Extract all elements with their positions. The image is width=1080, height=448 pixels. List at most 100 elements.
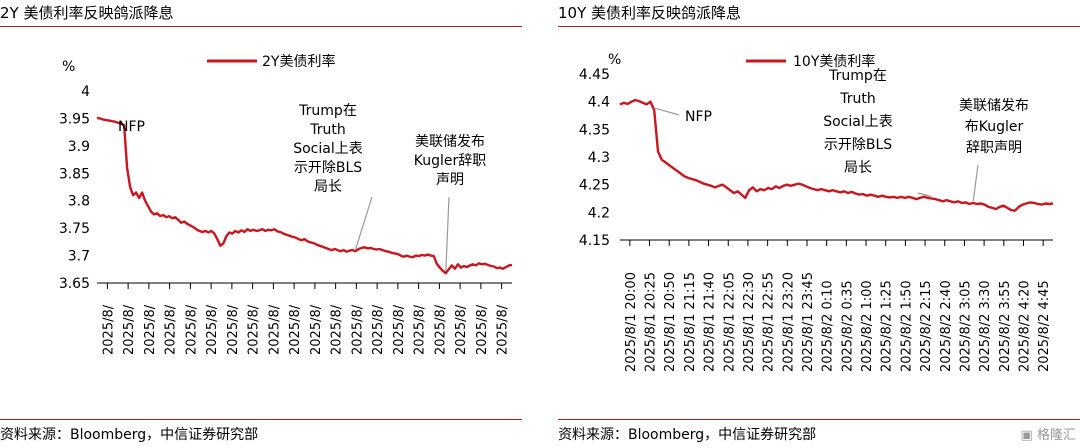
annotation-line: Truth: [309, 122, 346, 138]
annotation: NFP: [118, 119, 145, 135]
annotation-leader: [972, 164, 979, 202]
x-tick-label: 2025/8/2 3:30: [978, 280, 993, 372]
y-tick-label: 3.85: [59, 166, 90, 182]
x-tick-label: 2025/8/: [350, 304, 365, 355]
x-tick-label: 2025/8/1 21:15: [683, 272, 698, 372]
legend-label: 10Y美债利率: [793, 53, 875, 70]
y-tick-label: 3.7: [68, 249, 90, 265]
x-tick-label: 2025/8/2 3:55: [998, 280, 1013, 372]
watermark-text: 格隆汇: [1036, 428, 1076, 443]
x-tick-label: 2025/8/: [496, 304, 511, 355]
x-tick-label: 2025/8/: [247, 304, 262, 355]
chart-title: 10Y 美债利率反映鸽派降息: [558, 4, 742, 22]
x-tick-label: 2025/8/1 22:30: [742, 272, 757, 372]
legend-label: 2Y美债利率: [262, 53, 335, 70]
watermark-logo: ▣ 格隆汇: [1021, 424, 1076, 443]
series-line: [619, 98, 1054, 212]
annotation-line: 局长: [314, 179, 342, 195]
source-note: 资料来源：Bloomberg，中信证券研究部: [0, 427, 259, 443]
annotation-leader: [654, 107, 680, 116]
y-unit-label: %: [62, 59, 75, 75]
x-tick-label: 2025/8/2 1:00: [860, 280, 875, 372]
x-tick-label: 2025/8/2 0:35: [840, 280, 855, 372]
line-chart-2y: % 4 3.95 3.9 3.85 3.8 3.75 3.7 3.65 2025/8/2025/8…: [59, 53, 513, 355]
series-line: [96, 116, 513, 275]
y-tick-label: 4.3: [588, 150, 610, 166]
y-tick-label: 4.25: [579, 178, 610, 194]
annotation-line: Social上表: [293, 141, 363, 157]
x-tick-label: 2025/8/1 22:55: [762, 272, 777, 372]
annotation-leader: [917, 192, 932, 198]
y-tick-label: 4.45: [579, 67, 610, 83]
y-tick-label: 4.35: [579, 122, 610, 138]
y-tick-label: 3.65: [59, 276, 90, 292]
annotation-line: Trump在: [298, 103, 357, 119]
x-tick-label: 2025/8/1 23:20: [781, 272, 796, 372]
y-tick-label: 4.4: [588, 95, 610, 111]
annotation-line: 美联储发布: [415, 134, 485, 150]
x-tick-label: 2025/8/: [330, 304, 345, 355]
x-tick-label: 2025/8/: [205, 304, 220, 355]
x-tick-label: 2025/8/2 1:25: [880, 280, 895, 372]
annotation-line: 声明: [436, 172, 464, 188]
y-tick-label: 4.15: [579, 233, 610, 249]
y-tick-label: 3.95: [59, 111, 90, 127]
x-tick-label: 2025/8/: [433, 304, 448, 355]
x-tick-label: 2025/8/1 22:05: [722, 272, 737, 372]
x-tick-label: 2025/8/2 4:20: [1017, 280, 1032, 372]
x-tick-label: 2025/8/: [454, 304, 469, 355]
x-tick-label: 2025/8/2 1:50: [899, 280, 914, 372]
x-tick-label: 2025/8/: [309, 304, 324, 355]
annotation-line: 示开除BLS: [824, 137, 892, 153]
y-tick-label: 3.9: [68, 139, 90, 155]
x-tick-label: 2025/8/: [184, 304, 199, 355]
annotation: NFP: [685, 109, 712, 125]
annotation-line: 局长: [844, 160, 872, 176]
x-tick-label: 2025/8/1 20:00: [624, 272, 639, 372]
x-tick-label: 2025/8/: [371, 304, 386, 355]
y-tick-label: 3.8: [68, 194, 90, 210]
y-tick-label: 3.75: [59, 221, 90, 237]
source-note: 资料来源：Bloomberg，中信证券研究部: [558, 427, 817, 443]
x-tick-label: 2025/8/1 23:45: [801, 272, 816, 372]
annotation-line: Kugler辞职: [414, 153, 487, 169]
chart-title: 2Y 美债利率反映鸽派降息: [0, 4, 174, 22]
line-chart-10y: %4.45 4.4 4.35 4.3 4.25 4.2 4.15 2025/8/1 20:00…: [579, 52, 1054, 372]
source-rule: [0, 419, 522, 420]
x-tick-label: 2025/8/: [122, 304, 137, 355]
annotation-line: Social上表: [823, 114, 893, 130]
x-tick-label: 2025/8/: [267, 304, 282, 355]
x-tick-label: 2025/8/2 0:10: [821, 280, 836, 372]
annotation-line: NFP: [685, 109, 712, 125]
y-unit-label: %: [608, 52, 621, 68]
title-rule: [558, 26, 1080, 27]
annotation-line: 布Kugler: [965, 119, 1024, 135]
x-tick-label: 2025/8/: [413, 304, 428, 355]
watermark-icon: ▣: [1020, 428, 1033, 443]
x-tick-label: 2025/8/: [288, 304, 303, 355]
y-tick-label: 4: [81, 84, 90, 100]
x-tick-label: 2025/8/: [226, 304, 241, 355]
annotation-line: Truth: [839, 91, 876, 107]
x-tick-label: 2025/8/1 21:40: [703, 272, 718, 372]
x-tick-label: 2025/8/: [164, 304, 179, 355]
x-tick-label: 2025/8/2 2:15: [919, 280, 934, 372]
x-tick-label: 2025/8/: [143, 304, 158, 355]
x-tick-label: 2025/8/: [475, 304, 490, 355]
annotation-line: 辞职声明: [966, 140, 1022, 156]
annotation-line: 示开除BLS: [294, 160, 362, 176]
left-chart-panel: 2Y 美债利率反映鸽派降息 % 4 3.95 3.9 3.85 3.8 3.75 3.7 3.6…: [0, 0, 522, 448]
annotation-line: Trump在: [828, 68, 887, 84]
annotation-leader: [355, 196, 373, 250]
x-tick-label: 2025/8/1 20:25: [644, 272, 659, 372]
x-tick-label: 2025/8/1 20:50: [663, 272, 678, 372]
source-rule: [558, 419, 1080, 420]
y-tick-label: 4.2: [588, 205, 610, 221]
title-rule: [0, 26, 522, 27]
x-tick-label: 2025/8/: [101, 304, 116, 355]
right-chart-panel: 10Y 美债利率反映鸽派降息 % 4.45 4.4 4.35 4.3 4.25 4.2 4.1…: [558, 0, 1080, 448]
